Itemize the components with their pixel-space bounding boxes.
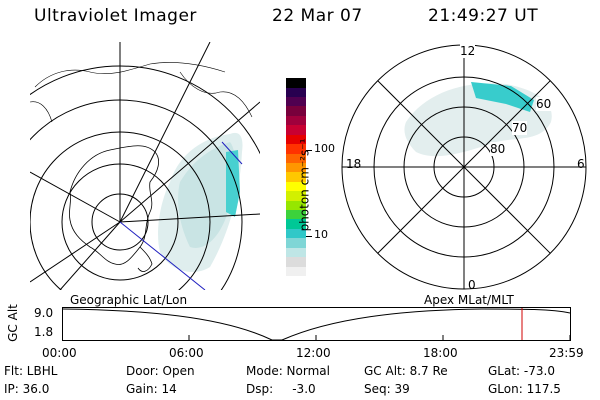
continent-outline <box>69 145 160 265</box>
colorbar-swatch <box>286 219 306 229</box>
colorbar-swatch <box>286 247 306 258</box>
mlat-label-80: 80 <box>490 142 506 156</box>
colorbar-swatch <box>286 87 306 97</box>
xtick-0600: 06:00 <box>169 346 204 360</box>
mode-label: Mode: Normal <box>246 364 330 378</box>
colorbar-swatch <box>286 162 306 173</box>
aurora-accent-polar <box>471 82 534 112</box>
date-label: 22 Mar 07 <box>272 6 363 26</box>
time-label: 21:49:27 UT <box>428 6 539 26</box>
dsp-label: Dsp: -3.0 <box>246 382 316 396</box>
xtick-1800: 18:00 <box>423 346 458 360</box>
filter-label: Flt: LBHL <box>4 364 58 378</box>
polar-plot <box>341 44 587 290</box>
colorbar-unit-label: photon cm⁻²s⁻¹ <box>297 138 312 232</box>
colorbar-swatch <box>286 266 306 276</box>
colorbar-swatch <box>286 115 306 126</box>
colorbar-swatch <box>286 153 306 163</box>
colorbar-swatch <box>286 78 306 88</box>
colorbar-swatch <box>286 96 306 107</box>
colorbar-swatch <box>286 191 306 201</box>
colorbar-swatch <box>286 238 306 248</box>
mlt-label-6: 6 <box>577 157 585 171</box>
geographic-panel-title: Geographic Lat/Lon <box>70 293 188 307</box>
gain-label: Gain: 14 <box>126 382 177 396</box>
altitude-ylabel: GC Alt <box>5 304 20 342</box>
altitude-curve <box>62 308 571 341</box>
colorbar-swatch <box>286 181 306 192</box>
glon-label: GLon: 117.5 <box>488 382 561 396</box>
colorbar-swatch <box>286 228 306 239</box>
colorbar-swatch <box>286 172 306 182</box>
mlat-label-60: 60 <box>536 97 552 111</box>
mlt-label-18: 18 <box>346 157 362 171</box>
seq-label: Seq: 39 <box>364 382 410 396</box>
colorbar-swatch <box>286 106 306 116</box>
colorbar-gradient <box>286 78 306 276</box>
colorbar-swatch <box>286 144 306 154</box>
mlt-label-0: 0 <box>468 278 476 292</box>
gc-alt-label: GC Alt: 8.7 Re <box>364 364 448 378</box>
colorbar-swatch <box>286 210 306 220</box>
mlat-label-70: 70 <box>512 121 528 135</box>
aurora-accent-geo <box>226 150 240 217</box>
geographic-map <box>30 42 260 290</box>
altitude-ymax: 9.0 <box>34 306 54 320</box>
xtick-0000: 00:00 <box>42 346 77 360</box>
door-label: Door: Open <box>126 364 195 378</box>
altitude-plot <box>62 307 571 341</box>
xtick-2359: 23:59 <box>549 346 584 360</box>
mlt-label-12: 12 <box>460 44 476 58</box>
colorbar-tick-10 <box>306 236 312 237</box>
colorbar-label-100: 100 <box>314 142 335 155</box>
altitude-ymin: 1.8 <box>34 325 54 339</box>
xtick-1200: 12:00 <box>296 346 331 360</box>
colorbar-swatch <box>286 134 306 145</box>
glat-label: GLat: -73.0 <box>488 364 555 378</box>
colorbar-label-10: 10 <box>314 228 328 241</box>
colorbar-swatch <box>286 125 306 135</box>
instrument-title: Ultraviolet Imager <box>34 6 197 26</box>
colorbar <box>286 78 306 276</box>
colorbar-tick-100 <box>306 150 312 151</box>
colorbar-swatch <box>286 200 306 211</box>
polar-panel-title: Apex MLat/MLT <box>424 293 514 307</box>
colorbar-swatch <box>286 257 306 267</box>
ip-label: IP: 36.0 <box>4 382 50 396</box>
